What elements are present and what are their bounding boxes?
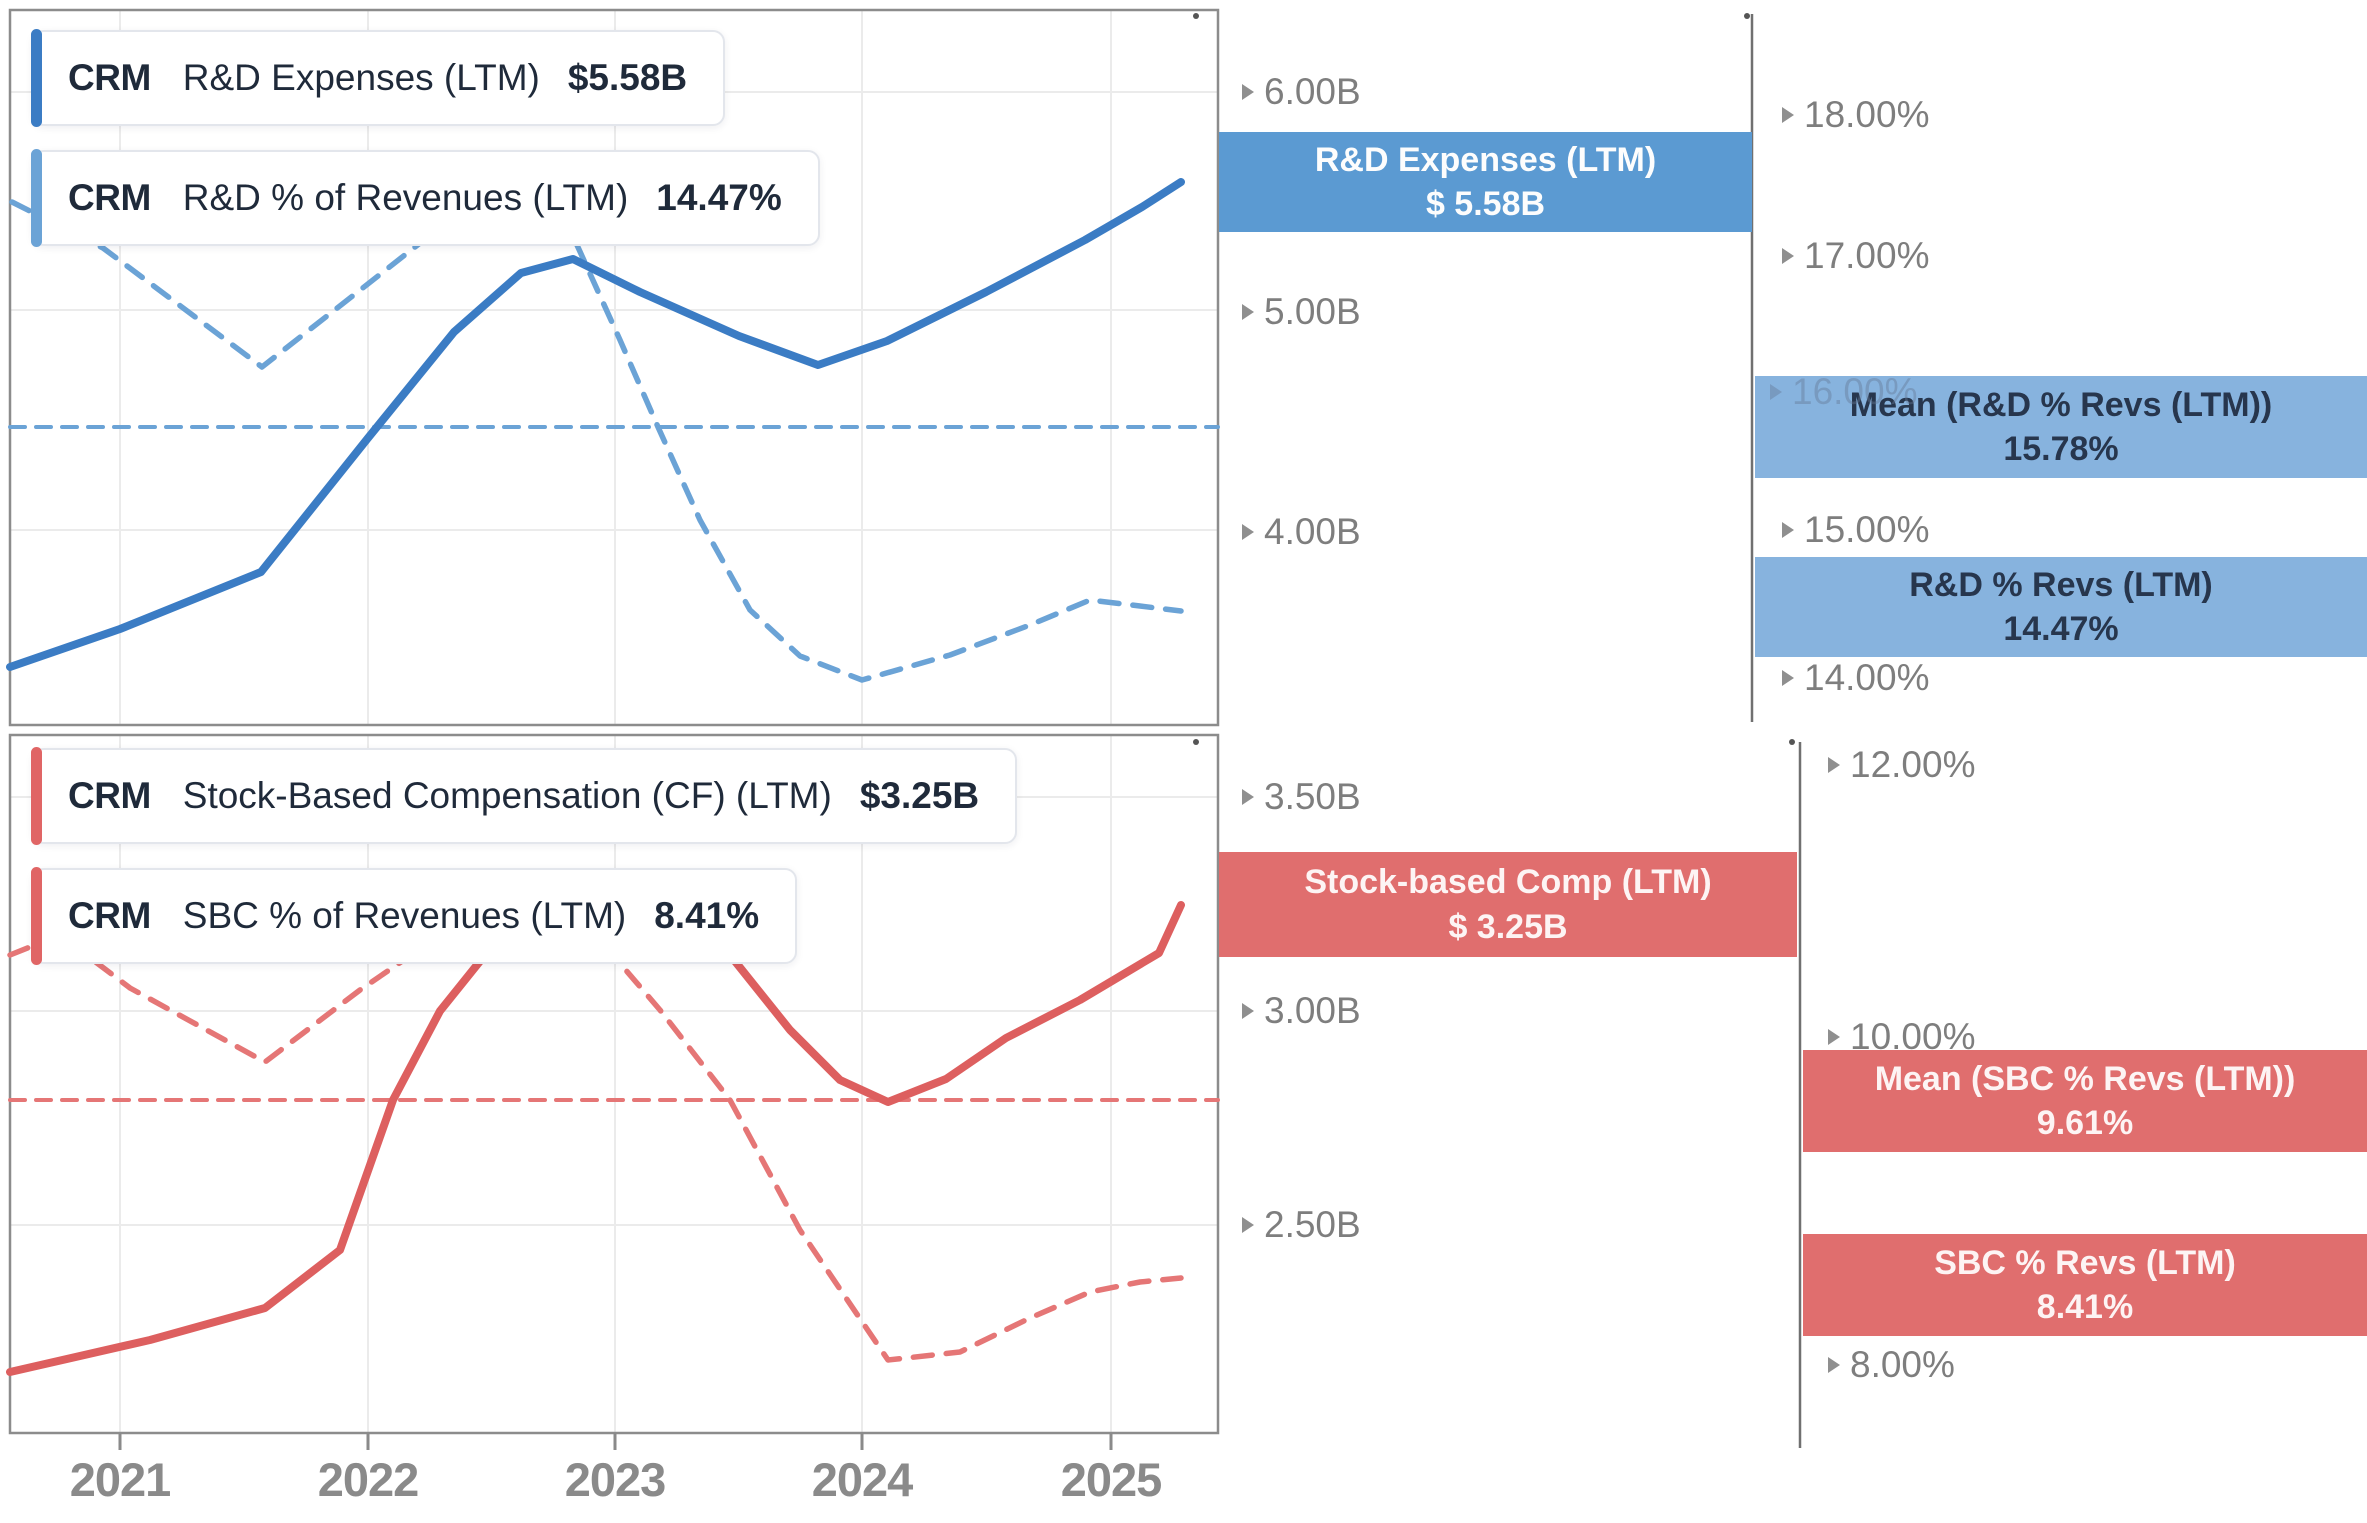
badge-rd-expenses[interactable]: R&D Expenses (LTM) $ 5.58B xyxy=(1219,132,1752,232)
ytick-bot-350b: 3.50B xyxy=(1242,776,1361,818)
badge-label: Mean (SBC % Revs (LTM)) xyxy=(1874,1059,2296,1098)
badge-value: $ 3.25B xyxy=(1448,907,1568,946)
legend-rd-pct-revenues[interactable]: CRM R&D % of Revenues (LTM) 14.47% xyxy=(31,149,820,247)
badge-label: Mean (R&D % Revs (LTM)) xyxy=(1849,385,2273,424)
badge-value: 14.47% xyxy=(2003,610,2119,648)
ytick-top-17pct: 17.00% xyxy=(1782,235,1930,277)
badge-label: SBC % Revs (LTM) xyxy=(1934,1243,2236,1282)
ticker: CRM xyxy=(68,177,151,218)
xtick-2022: 2022 xyxy=(317,1453,420,1506)
badge-label: Stock-based Comp (LTM) xyxy=(1304,863,1712,902)
ytick-top-14pct: 14.00% xyxy=(1782,657,1930,699)
ticker: CRM xyxy=(68,57,151,98)
xtick-2025: 2025 xyxy=(1060,1453,1163,1506)
badge-mean-sbc-pct[interactable]: Mean (SBC % Revs (LTM)) 9.61% xyxy=(1803,1050,2367,1152)
series-label: R&D % of Revenues (LTM) xyxy=(182,177,629,218)
badge-value: $ 5.58B xyxy=(1425,185,1546,223)
ytick-top-5b: 5.00B xyxy=(1242,291,1361,333)
badge-sbc-pct-revs[interactable]: SBC % Revs (LTM) 8.41% xyxy=(1803,1234,2367,1336)
series-value: 14.47% xyxy=(656,177,782,218)
series-value: 8.41% xyxy=(654,895,760,936)
ytick-bot-300b: 3.00B xyxy=(1242,990,1361,1032)
badge-sbc[interactable]: Stock-based Comp (LTM) $ 3.25B xyxy=(1219,852,1797,957)
series-label: SBC % of Revenues (LTM) xyxy=(182,895,627,936)
legend-sbc[interactable]: CRM Stock-Based Compensation (CF) (LTM) … xyxy=(30,747,1018,845)
series-label: R&D Expenses (LTM) xyxy=(182,57,540,98)
series-value: $5.58B xyxy=(567,57,688,98)
ticker: CRM xyxy=(68,775,151,816)
badge-rd-pct-revs[interactable]: R&D % Revs (LTM) 14.47% xyxy=(1755,557,2367,657)
badge-value: 9.61% xyxy=(2036,1104,2134,1142)
series-value: $3.25B xyxy=(859,775,980,816)
xtick-2021: 2021 xyxy=(69,1453,172,1506)
ytick-top-18pct: 18.00% xyxy=(1782,94,1930,136)
ticker: CRM xyxy=(68,895,151,936)
xtick-2023: 2023 xyxy=(564,1453,667,1506)
ytick-bot-12pct: 12.00% xyxy=(1828,744,1976,786)
legend-rd-expenses[interactable]: CRM R&D Expenses (LTM) $5.58B xyxy=(30,29,726,127)
badge-value: 8.41% xyxy=(2036,1288,2134,1326)
badge-value: 15.78% xyxy=(2003,430,2119,468)
ytick-top-15pct: 15.00% xyxy=(1782,509,1930,551)
badge-label: R&D % Revs (LTM) xyxy=(1909,565,2213,604)
xtick-2024: 2024 xyxy=(811,1453,914,1506)
ytick-bot-8pct: 8.00% xyxy=(1828,1344,1955,1386)
ytick-bot-250b: 2.50B xyxy=(1242,1204,1361,1246)
series-label: Stock-Based Compensation (CF) (LTM) xyxy=(182,775,832,816)
badge-label: R&D Expenses (LTM) xyxy=(1314,140,1657,179)
ytick-top-6b: 6.00B xyxy=(1242,71,1361,113)
ytick-top-4b: 4.00B xyxy=(1242,511,1361,553)
ytick-top-16pct-ghost: 16.00% xyxy=(1770,371,1918,413)
legend-sbc-pct-revenues[interactable]: CRM SBC % of Revenues (LTM) 8.41% xyxy=(30,867,798,965)
